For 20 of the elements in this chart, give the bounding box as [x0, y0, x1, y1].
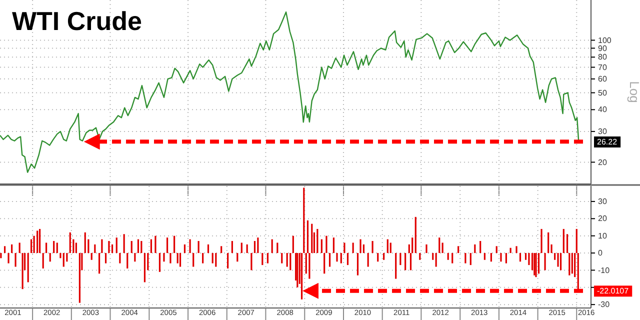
ref-line-label: 26.22 [597, 137, 618, 146]
y-tick-label: 70 [598, 62, 608, 72]
y-tick-label: 0 [598, 248, 603, 258]
ref-line-label: -22.0107 [597, 286, 630, 296]
line-series [0, 11, 580, 173]
chart-title: WTI Crude [12, 6, 142, 36]
y-tick-label: -30 [598, 300, 610, 310]
y-tick-label: 30 [598, 197, 608, 206]
y-tick-label: -10 [598, 266, 610, 275]
y-tick-label: 20 [598, 214, 608, 224]
y-tick-label: 30 [598, 127, 608, 136]
y-tick-label: 20 [598, 158, 608, 167]
y-tick-label: 100 [598, 36, 612, 45]
y-tick-label: 80 [598, 52, 608, 62]
y-tick-label: 90 [598, 44, 608, 53]
y-tick-label: 40 [598, 105, 608, 114]
y-tick-label: 10 [598, 231, 608, 240]
y-axis-title: Log [627, 81, 640, 103]
y-tick-label: 60 [598, 74, 608, 84]
y-tick-label: 50 [598, 88, 608, 98]
